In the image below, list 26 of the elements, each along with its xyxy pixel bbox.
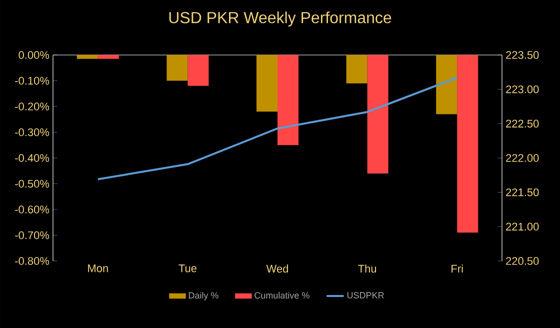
y-tick-label: -0.40% <box>15 154 50 162</box>
line-series <box>96 76 458 180</box>
y-tick-label: -0.70% <box>15 231 50 240</box>
y-tick-label: -0.10% <box>15 76 50 85</box>
x-tick-label: Thu <box>358 264 376 273</box>
legend-label: Daily % <box>188 292 218 300</box>
y-tick-label: -0.30% <box>15 128 50 136</box>
x-tick-label: Wed <box>266 264 288 273</box>
y2-tick-label: 223.50 <box>506 51 539 59</box>
y-tick-label: -0.50% <box>15 180 50 188</box>
chart-title: USD PKR Weekly Performance <box>169 12 392 26</box>
y2-tick-label: 222.50 <box>506 120 539 128</box>
legend-label: USDPKR <box>347 292 384 298</box>
y2-tick-label: 223.00 <box>506 85 539 94</box>
y-tick-label: -0.20% <box>15 102 50 110</box>
x-tick-label: Mon <box>88 264 108 272</box>
y-tick-label: -0.60% <box>15 206 50 214</box>
legend-label: Cumulative % <box>254 292 310 299</box>
y2-tick-label: 220.50 <box>506 257 539 265</box>
y2-tick-label: 222.00 <box>506 154 539 162</box>
x-tick-label: Tue <box>178 264 196 272</box>
y-tick-label: -0.80% <box>15 257 50 265</box>
y2-tick-label: 221.00 <box>506 222 539 231</box>
y-tick-label: 0.00% <box>18 51 50 59</box>
x-tick-label: Fri <box>452 264 463 272</box>
y2-tick-label: 221.50 <box>506 188 539 196</box>
